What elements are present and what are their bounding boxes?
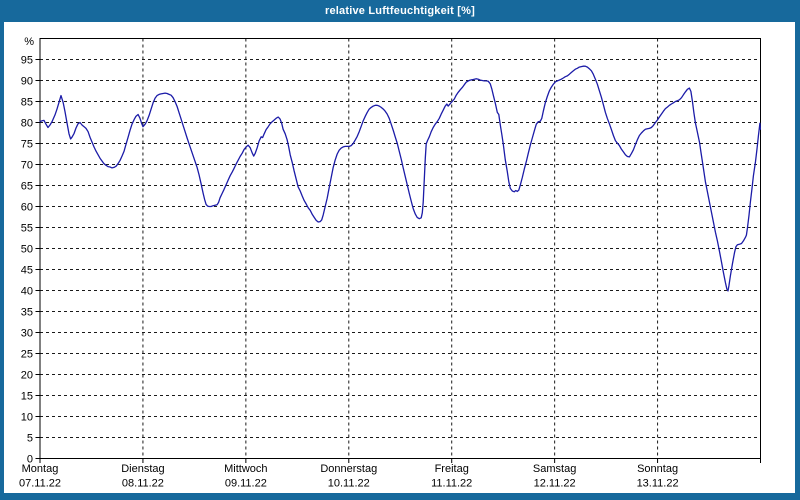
title-bar: relative Luftfeuchtigkeit [%] xyxy=(0,0,800,22)
window-title: relative Luftfeuchtigkeit [%] xyxy=(324,5,476,17)
chart-canvas xyxy=(4,22,795,493)
